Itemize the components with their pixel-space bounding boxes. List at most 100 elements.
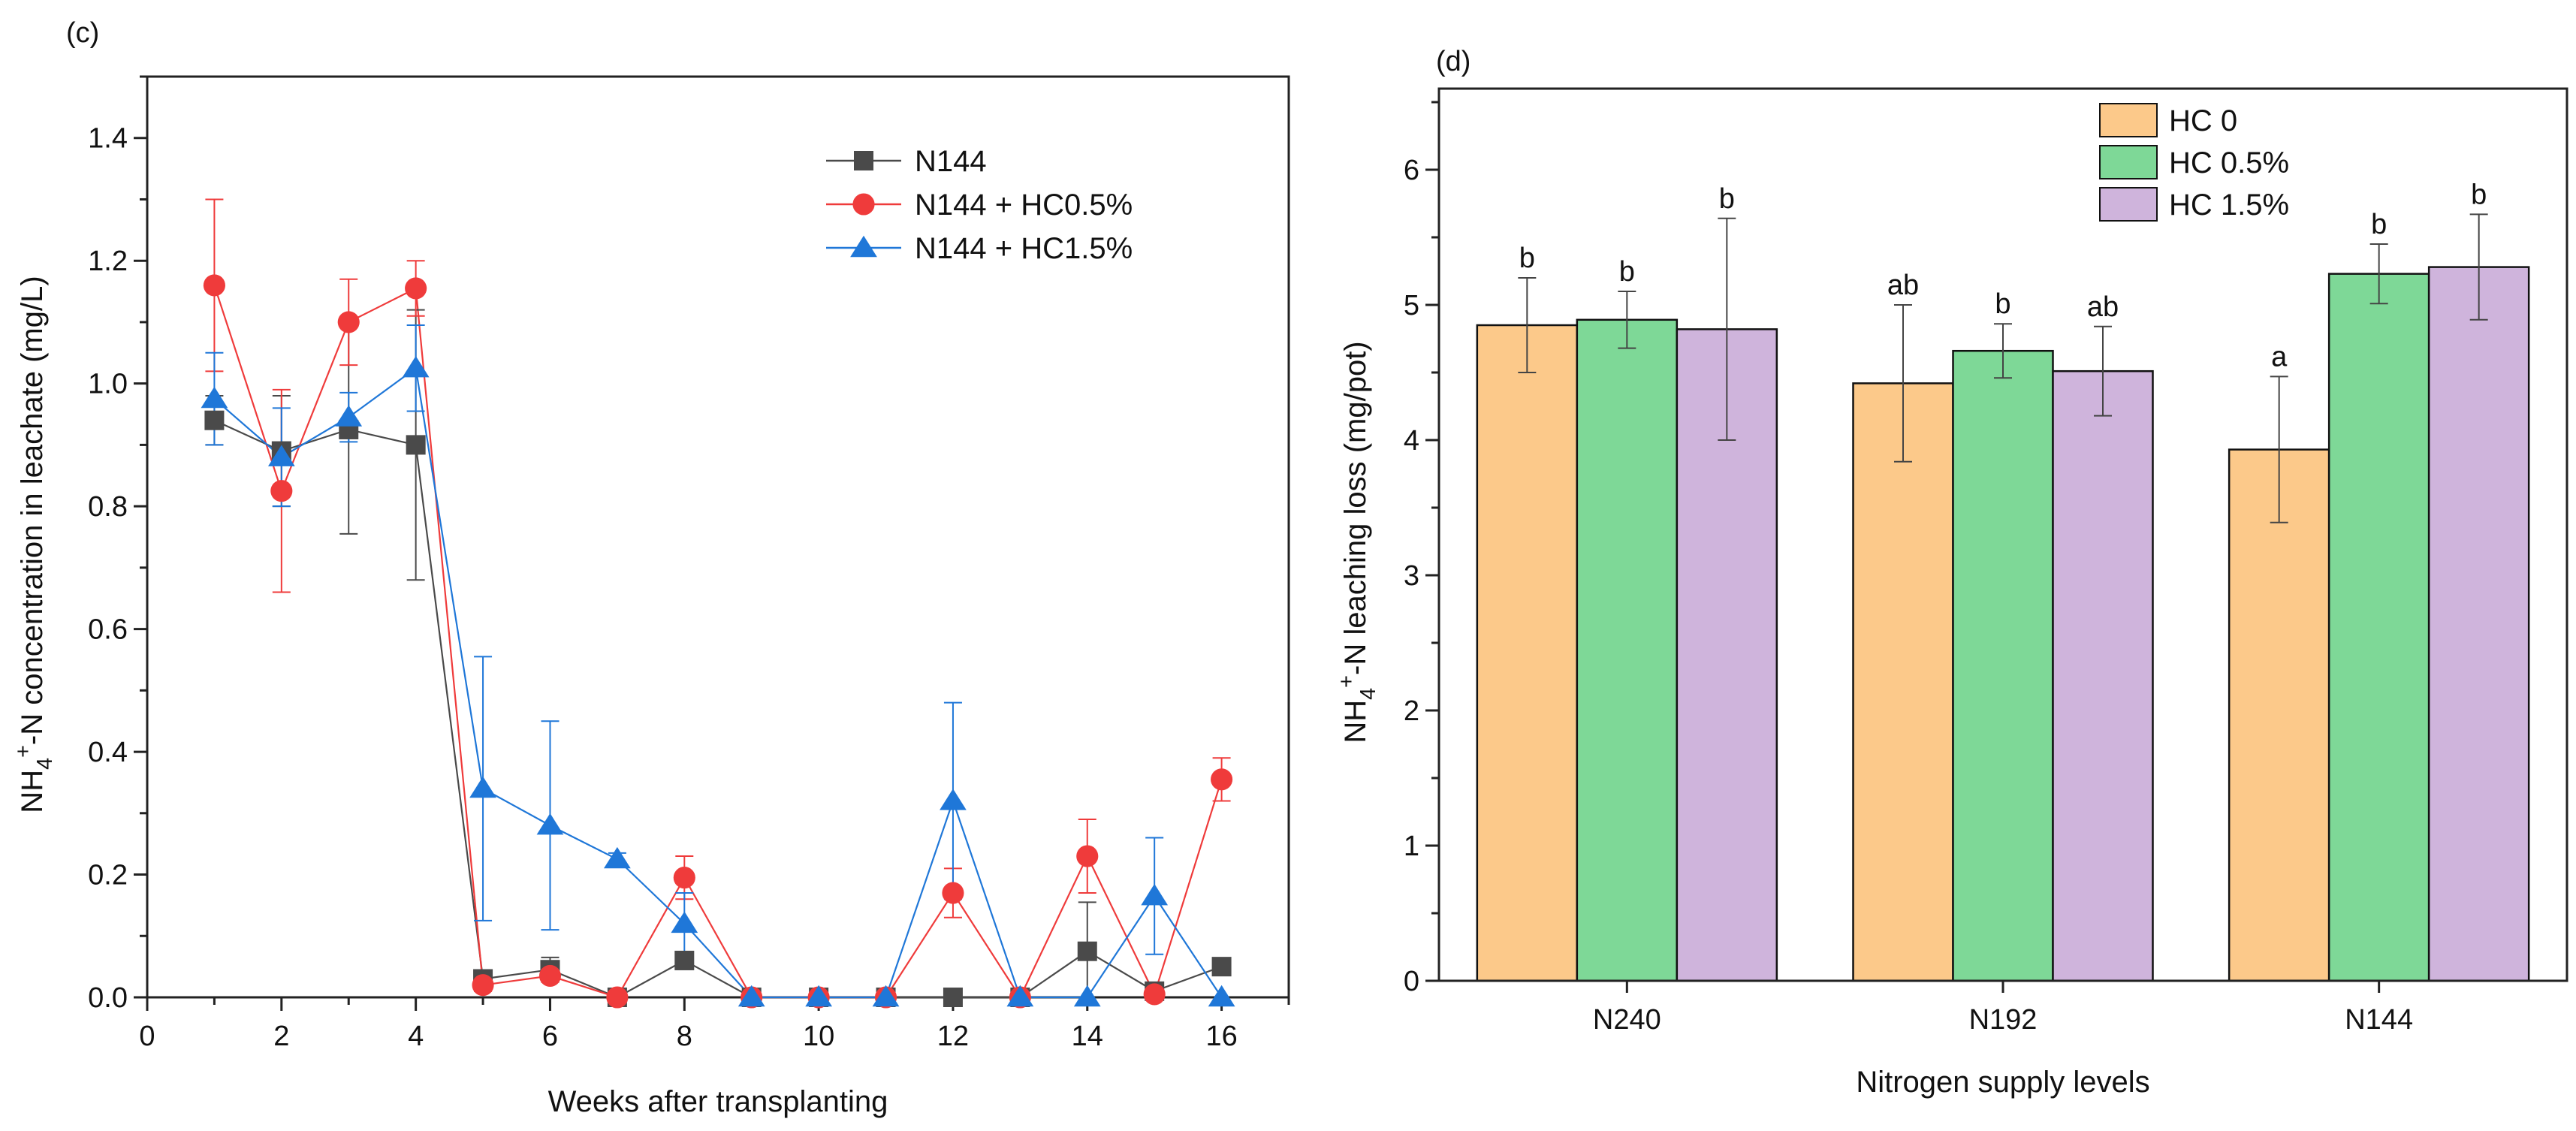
legend-swatch — [2099, 145, 2158, 179]
y-axis-label: NH4+-N leaching loss (mg/pot) — [1335, 341, 1380, 743]
y-tick-label: 0.0 — [88, 982, 128, 1014]
bar — [1476, 324, 1579, 982]
y-tick-label: 0.2 — [88, 860, 128, 891]
y-tick-label: 2 — [1404, 695, 1419, 727]
legend-label: N144 + HC1.5% — [915, 232, 1133, 265]
legend-marker-circle — [852, 193, 875, 216]
x-axis-label: Weeks after transplanting — [548, 1085, 888, 1118]
y-tick-label: 4 — [1404, 425, 1419, 457]
bar — [1952, 349, 2054, 982]
legend-marker-square — [854, 151, 873, 170]
bar — [2052, 369, 2154, 982]
data-point-triangle — [335, 405, 363, 427]
panel-d-label: (d) — [1436, 46, 1470, 77]
x-tick-label: 6 — [542, 1021, 558, 1052]
data-point-triangle — [201, 386, 228, 409]
significance-letter: b — [1719, 183, 1735, 215]
data-point-square — [1211, 957, 1232, 977]
y-tick-label: 1.4 — [88, 123, 128, 155]
y-tick-label: 1 — [1404, 831, 1419, 862]
data-point-circle — [1143, 983, 1166, 1006]
data-point-circle — [673, 867, 695, 889]
data-point-triangle — [671, 911, 698, 933]
x-tick-label: 8 — [677, 1021, 692, 1052]
legend-label: HC 0 — [2169, 104, 2237, 137]
y-axis-label: NH4+-N concentration in leachate (mg/L) — [11, 276, 57, 813]
significance-letter: ab — [1887, 270, 1919, 301]
data-point-triangle — [1073, 985, 1101, 1007]
data-point-square — [204, 410, 225, 430]
x-tick-label: 4 — [408, 1021, 424, 1052]
data-point-triangle — [267, 445, 295, 466]
panel-c-line-chart: (c) 0 2 4 6 8 10 12 14 16 0.0 0.2 0.4 0.6 0.8 1.0 1.2 1.4… — [11, 17, 1290, 1118]
bar — [2327, 273, 2430, 982]
panel-d-plot-frame — [1437, 87, 2568, 982]
significance-letter: b — [1995, 288, 2010, 320]
data-point-triangle — [604, 846, 631, 869]
data-point-triangle — [940, 789, 967, 810]
data-point-square — [406, 435, 426, 455]
y-tick-label: 0.8 — [88, 491, 128, 523]
y-tick-label: 1.0 — [88, 369, 128, 400]
data-point-circle — [203, 274, 225, 297]
panel-c-label: (c) — [66, 17, 99, 49]
significance-letter: b — [2471, 179, 2487, 210]
bar — [1852, 382, 1954, 982]
data-point-circle — [606, 986, 629, 1009]
data-point-triangle — [738, 985, 765, 1007]
y-tick-label: 3 — [1404, 560, 1419, 592]
data-point-triangle — [1208, 985, 1235, 1007]
significance-letter: a — [2271, 341, 2288, 372]
significance-letter: ab — [2087, 291, 2119, 323]
significance-letter: b — [2371, 209, 2387, 240]
data-point-circle — [1211, 768, 1233, 791]
data-point-square — [1077, 941, 1097, 961]
bar — [1576, 318, 1679, 982]
legend-marker-triangle — [850, 235, 877, 258]
legend-label: HC 0.5% — [2169, 146, 2289, 179]
data-point-circle — [942, 882, 964, 904]
series-line-0 — [213, 419, 1222, 999]
legend-label: N144 + HC0.5% — [915, 188, 1133, 222]
x-tick-label: N144 — [2345, 1004, 2413, 1036]
legend-swatch — [2099, 187, 2158, 222]
x-tick-label: 0 — [139, 1021, 155, 1052]
data-point-triangle — [536, 813, 564, 835]
legend-label: HC 1.5% — [2169, 188, 2289, 222]
data-point-square — [674, 950, 695, 970]
data-point-circle — [270, 480, 293, 502]
legend-swatch — [2099, 103, 2158, 137]
series-line-1 — [213, 285, 1223, 1000]
significance-letter: b — [1519, 243, 1535, 274]
data-point-circle — [405, 277, 427, 300]
data-point-circle — [1076, 845, 1099, 867]
y-tick-label: 5 — [1404, 290, 1419, 321]
panel-c-plot-frame — [146, 75, 1290, 999]
data-point-square — [943, 988, 963, 1007]
data-point-triangle — [1006, 985, 1034, 1007]
data-point-circle — [472, 974, 494, 997]
data-point-triangle — [805, 985, 832, 1007]
x-tick-label: N240 — [1593, 1004, 1661, 1036]
x-tick-label: 2 — [273, 1021, 289, 1052]
legend-label: N144 — [915, 145, 987, 178]
y-tick-label: 0 — [1404, 966, 1419, 997]
bar — [2427, 266, 2530, 982]
x-tick-label: 14 — [1072, 1021, 1103, 1052]
y-tick-label: 6 — [1404, 155, 1419, 186]
y-tick-label: 1.2 — [88, 246, 128, 277]
x-tick-label: 10 — [803, 1021, 834, 1052]
x-tick-label: 16 — [1205, 1021, 1237, 1052]
significance-letter: b — [1619, 256, 1635, 288]
x-tick-label: 12 — [937, 1021, 969, 1052]
data-point-circle — [538, 964, 562, 987]
y-tick-label: 0.4 — [88, 737, 128, 768]
x-axis-label: Nitrogen supply levels — [1856, 1066, 2149, 1099]
series-line-2 — [213, 366, 1223, 999]
data-point-triangle — [469, 776, 496, 798]
data-point-triangle — [872, 985, 900, 1007]
bar — [2228, 448, 2330, 982]
data-point-triangle — [1141, 883, 1169, 906]
